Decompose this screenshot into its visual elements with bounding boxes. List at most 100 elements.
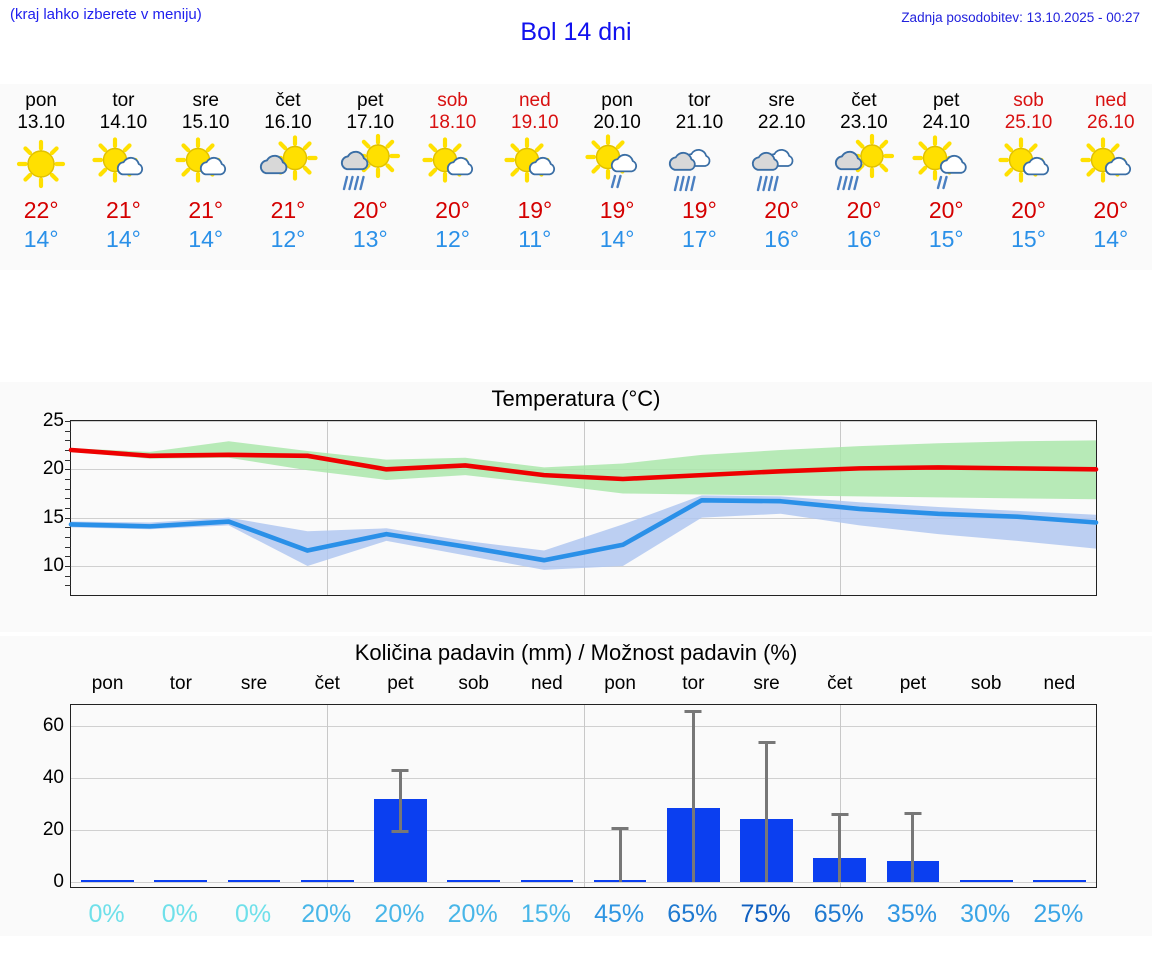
precipitation-probability-label: 65%: [667, 900, 718, 928]
day-date: 22.10: [757, 112, 806, 133]
temperature-axis-tick: [65, 450, 71, 451]
precipitation-bar: [154, 879, 208, 882]
temperature-axis-tick: [65, 421, 71, 422]
day-name: čet: [275, 90, 301, 111]
forecast-day-column[interactable]: pet 17.10 20° 13°: [329, 84, 411, 270]
forecast-day-column[interactable]: sre 22.10 20° 16°: [741, 84, 823, 270]
daily-forecast-strip: pon 13.10 22° 14° tor 14.10 21° 14° sre 15.10 21…: [0, 84, 1152, 270]
day-max-temp: 20°: [435, 197, 470, 223]
precipitation-bar: [227, 879, 281, 882]
precipitation-probability-label: 35%: [886, 900, 937, 928]
precipitation-x-day-label: sre: [240, 673, 268, 694]
forecast-day-column[interactable]: tor 21.10 19° 17°: [658, 84, 740, 270]
precipitation-error-bar: [618, 827, 622, 882]
day-max-temp: 20°: [1011, 197, 1046, 223]
precipitation-error-bar: [911, 812, 915, 882]
day-name: čet: [851, 90, 877, 111]
temperature-series-svg: [68, 440, 1099, 570]
precipitation-error-bar: [398, 769, 402, 831]
day-date: 18.10: [428, 112, 477, 133]
day-min-temp: 14°: [106, 226, 141, 252]
day-name: tor: [688, 90, 711, 111]
day-name: pet: [357, 90, 384, 111]
day-max-temp: 21°: [106, 197, 141, 223]
precipitation-x-day-label: pet: [387, 673, 414, 694]
forecast-day-column[interactable]: pon 20.10 19° 14°: [576, 84, 658, 270]
precipitation-x-day-label: tor: [682, 673, 705, 694]
temperature-vertical-gridline: [583, 421, 585, 595]
forecast-day-column[interactable]: sob 25.10 20° 15°: [987, 84, 1069, 270]
precipitation-error-cap-top: [758, 741, 776, 745]
day-name: ned: [518, 90, 551, 111]
precipitation-x-day-label: čet: [827, 673, 853, 694]
precipitation-vertical-gridline: [327, 705, 329, 887]
precipitation-bar: [959, 879, 1013, 882]
day-date: 23.10: [840, 112, 888, 133]
forecast-day-column[interactable]: čet 23.10 20° 16°: [823, 84, 905, 270]
precipitation-y-tick-label: 40: [42, 766, 64, 788]
cloud-sun-icon: [251, 135, 325, 194]
temperature-axis-tick: [65, 585, 71, 587]
temperature-axis-tick: [65, 537, 71, 538]
day-max-temp: 21°: [270, 197, 306, 223]
day-date: 20.10: [593, 112, 641, 133]
temperature-axis-tick: [65, 430, 71, 432]
day-min-temp: 17°: [682, 226, 717, 252]
cloud-sun-drizzle-icon: [580, 134, 654, 194]
page-header: (kraj lahko izberete v meniju) Bol 14 dn…: [0, 0, 1152, 62]
precipitation-error-cap-top: [611, 827, 629, 831]
cloud-rain-icon: [662, 136, 736, 194]
forecast-day-column[interactable]: sre 15.10 21° 14°: [165, 84, 247, 270]
day-name: sob: [437, 90, 468, 111]
day-name: sre: [192, 90, 219, 111]
precipitation-x-day-label: pet: [899, 673, 927, 694]
forecast-day-column[interactable]: pon 13.10 22° 14°: [0, 84, 82, 270]
forecast-day-column[interactable]: ned 19.10 19° 11°: [494, 84, 576, 270]
day-max-temp: 20°: [846, 197, 882, 223]
temperature-axis-tick: [65, 527, 71, 529]
precipitation-probability-label: 0%: [88, 900, 125, 928]
precipitation-chart-title: Količina padavin (mm) / Možnost padavin …: [354, 640, 798, 665]
day-date: 16.10: [264, 112, 312, 133]
precipitation-error-cap-top: [904, 812, 922, 816]
day-max-temp: 21°: [188, 197, 224, 223]
sun-cloud-icon: [86, 136, 160, 194]
precipitation-probability-label: 0%: [161, 900, 198, 928]
day-date: 25.10: [1004, 112, 1053, 133]
forecast-day-column[interactable]: sob 18.10 20° 12°: [411, 84, 493, 270]
cloud-sun-rain-icon: [827, 133, 901, 194]
day-date: 19.10: [511, 112, 559, 133]
forecast-day-column[interactable]: tor 14.10 21° 14°: [82, 84, 164, 270]
day-min-temp: 14°: [599, 226, 635, 252]
temperature-axis-tick: [65, 556, 71, 558]
forecast-day-column[interactable]: čet 16.10 21° 12°: [247, 84, 329, 270]
precipitation-probability-label: 20%: [301, 900, 352, 928]
sun-cloud-icon: [498, 136, 572, 194]
temperature-axis-tick: [65, 517, 71, 519]
temperature-y-tick-label: 25: [42, 410, 64, 431]
precipitation-bar: [520, 879, 574, 882]
sun-cloud-icon: [416, 136, 490, 194]
precipitation-error-cap-top: [391, 769, 409, 773]
day-min-temp: 11°: [518, 226, 552, 252]
precipitation-error-bar: [838, 812, 842, 882]
temperature-y-tick-label: 20: [42, 458, 64, 480]
precipitation-chart: Količina padavin (mm) / Možnost padavin …: [0, 636, 1152, 936]
precipitation-probability-label: 45%: [594, 900, 645, 928]
precipitation-probability-label: 15%: [520, 900, 571, 928]
day-date: 24.10: [922, 112, 970, 133]
temperature-axis-tick: [65, 479, 71, 480]
day-min-temp: 15°: [1011, 226, 1046, 252]
forecast-day-column[interactable]: ned 26.10 20° 14°: [1070, 84, 1152, 270]
day-name: sre: [768, 90, 795, 111]
day-min-temp: 14°: [23, 226, 59, 252]
day-max-temp: 19°: [517, 197, 553, 223]
precipitation-plot-area: 0 20 40 60 pon tor sre čet pet sob ned pon tor sre čet…: [43, 673, 1097, 892]
precipitation-probability-label: 65%: [813, 900, 864, 928]
temperature-axis-tick: [65, 546, 71, 548]
forecast-day-column[interactable]: pet 24.10 20° 15°: [905, 84, 987, 270]
day-min-temp: 16°: [846, 226, 882, 252]
day-min-temp: 12°: [435, 226, 470, 252]
day-min-temp: 13°: [352, 226, 388, 252]
